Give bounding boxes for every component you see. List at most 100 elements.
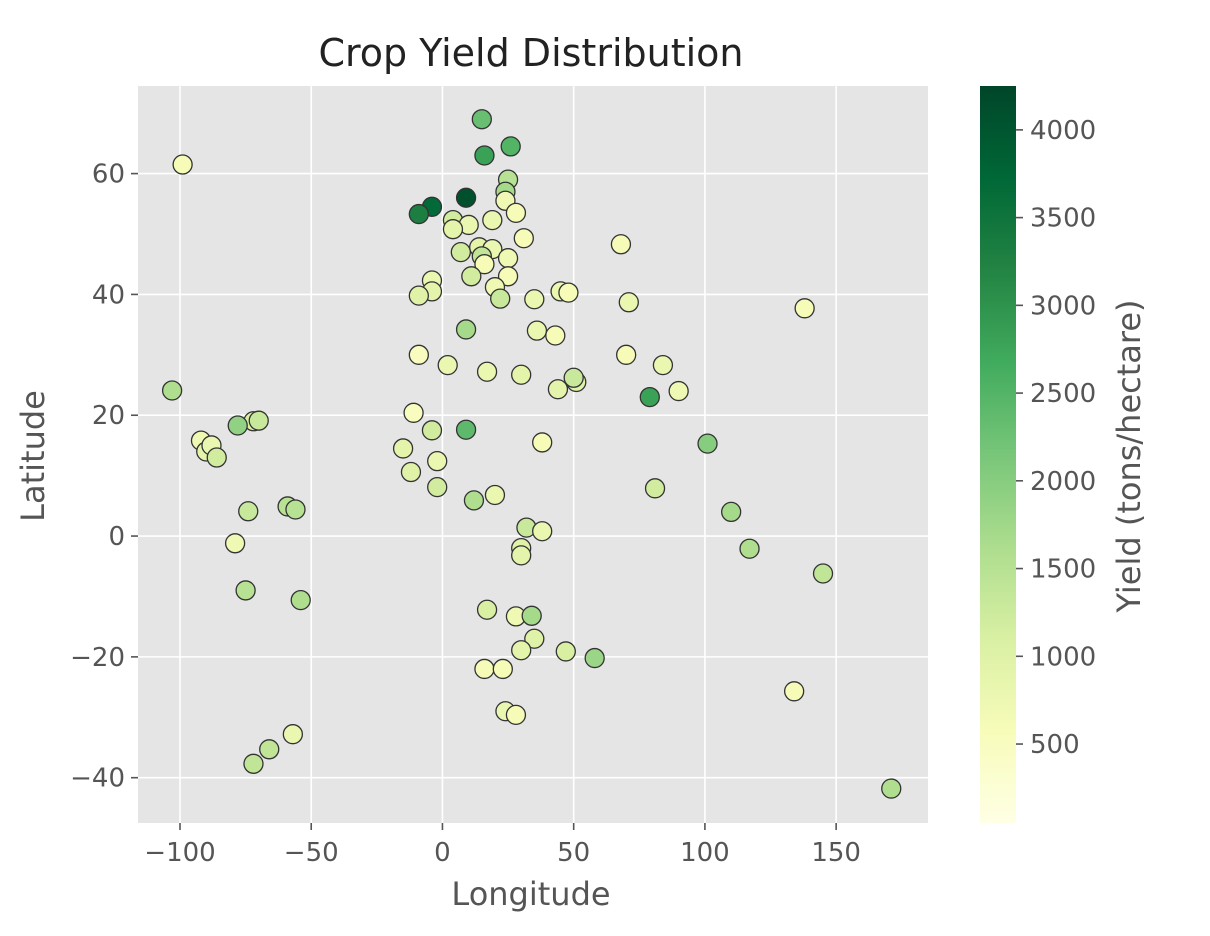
data-point: [497, 266, 519, 287]
data-point: [463, 490, 485, 511]
x-tick-label: −100: [144, 838, 215, 868]
data-point: [739, 538, 760, 559]
colorbar: 500 1000 1500 2000 2500 3000 3500 4000 Yield (t…: [980, 86, 1148, 823]
colorbar-tick-label: 4000: [1030, 116, 1096, 146]
data-point: [639, 386, 660, 408]
data-point: [668, 380, 689, 402]
data-point: [400, 461, 422, 483]
data-point: [471, 109, 492, 130]
data-point: [555, 641, 576, 662]
data-point: [224, 533, 246, 554]
colorbar-tick-label: 3000: [1030, 291, 1096, 321]
data-point: [408, 344, 429, 365]
data-point: [437, 354, 458, 376]
data-point: [497, 248, 519, 269]
data-point: [455, 187, 477, 208]
data-point: [616, 344, 637, 365]
y-axis-ticks: −40 −20 0 20 40 60: [70, 160, 138, 794]
x-tick-label: 150: [811, 838, 861, 868]
data-point: [455, 319, 477, 340]
data-point: [532, 521, 553, 542]
x-tick-label: 100: [680, 838, 730, 868]
data-point: [421, 420, 443, 441]
x-tick-label: −50: [284, 838, 339, 868]
y-tick-label: 60: [92, 160, 125, 190]
data-point: [721, 501, 742, 523]
data-point: [476, 599, 498, 620]
data-point: [524, 628, 545, 649]
data-point: [511, 545, 532, 566]
data-point: [521, 605, 542, 626]
data-point: [524, 289, 545, 310]
x-axis-ticks: −100 −50 0 50 100 150: [144, 823, 861, 868]
chart-title: Crop Yield Distribution: [318, 31, 743, 75]
data-point: [285, 499, 306, 520]
data-point: [206, 447, 227, 468]
data-point: [461, 266, 482, 287]
data-point: [783, 681, 805, 702]
data-point: [558, 282, 579, 303]
data-point: [511, 640, 532, 661]
data-point: [172, 154, 193, 175]
colorbar-gradient: [980, 86, 1016, 823]
data-point: [794, 298, 815, 319]
data-point: [532, 432, 553, 453]
data-point: [511, 364, 532, 385]
data-point: [584, 647, 605, 669]
data-point: [881, 778, 902, 799]
data-point: [500, 136, 521, 157]
y-tick-label: 20: [92, 401, 125, 431]
data-point: [474, 658, 495, 680]
data-point: [290, 589, 311, 611]
colorbar-tick-label: 2000: [1030, 467, 1096, 497]
data-point: [474, 145, 495, 166]
x-tick-label: 50: [557, 838, 590, 868]
data-point: [408, 203, 429, 225]
data-points: [161, 109, 902, 799]
colorbar-tick-label: 3500: [1030, 204, 1096, 234]
data-point: [427, 476, 448, 498]
data-point: [482, 209, 503, 231]
x-axis-label: Longitude: [451, 875, 610, 913]
data-point: [652, 354, 674, 376]
data-point: [227, 415, 248, 436]
data-point: [563, 367, 584, 388]
data-point: [248, 410, 269, 431]
data-point: [547, 379, 569, 400]
data-point: [259, 739, 280, 760]
y-axis-label: Latitude: [14, 390, 52, 522]
data-point: [505, 704, 527, 726]
data-point: [427, 450, 448, 472]
data-point: [505, 202, 527, 224]
colorbar-tick-label: 2500: [1030, 379, 1096, 409]
data-point: [644, 478, 666, 499]
data-point: [812, 563, 834, 584]
colorbar-ticks: 500 1000 1500 2000 2500 3000 3500 4000: [1016, 116, 1096, 760]
y-tick-label: 0: [108, 522, 125, 552]
plot-background: [138, 86, 928, 823]
data-point: [490, 288, 511, 309]
data-point: [408, 285, 429, 306]
data-point: [243, 753, 264, 774]
colorbar-label: Yield (tons/hectare): [1110, 299, 1148, 613]
data-point: [442, 219, 464, 240]
x-tick-label: 0: [434, 838, 451, 868]
data-point: [492, 658, 513, 680]
data-point: [610, 234, 632, 255]
data-point: [513, 228, 534, 249]
data-point: [235, 580, 256, 601]
colorbar-tick-label: 1000: [1030, 642, 1096, 672]
data-point: [484, 484, 506, 506]
data-point: [238, 501, 259, 522]
data-point: [545, 325, 566, 346]
grid: [138, 86, 928, 823]
data-point: [455, 419, 477, 440]
data-point: [526, 320, 548, 341]
y-tick-label: −20: [70, 643, 125, 673]
data-point: [450, 241, 471, 263]
data-point: [476, 361, 498, 382]
data-point: [282, 724, 304, 745]
data-point: [403, 402, 424, 423]
y-tick-label: 40: [92, 280, 125, 310]
